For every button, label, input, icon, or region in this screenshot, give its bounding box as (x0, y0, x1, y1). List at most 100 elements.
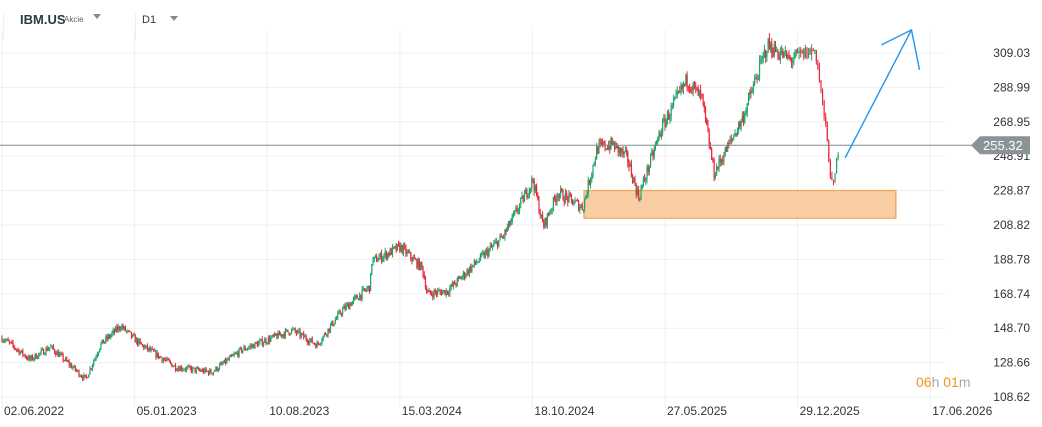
candle-body (93, 361, 95, 366)
candle-body (611, 138, 613, 145)
candle-body (466, 270, 468, 276)
candle-body (427, 291, 429, 293)
candle-body (2, 340, 4, 342)
instrument-type-label: Akcie (64, 15, 84, 24)
candle-body (767, 38, 769, 53)
candle-body (750, 92, 752, 94)
candle-body (343, 306, 345, 309)
candle-body (123, 326, 125, 329)
candle-body (49, 347, 51, 349)
candle-body (393, 246, 395, 248)
candle-body (188, 366, 190, 368)
candle-body (585, 196, 587, 200)
candle-body (612, 143, 614, 145)
candle-body (768, 38, 770, 49)
candle-body (468, 266, 471, 274)
candle-body (232, 355, 234, 357)
candle-body (803, 49, 805, 58)
candle-body (181, 366, 183, 371)
candle-body (609, 145, 611, 150)
candle-body (340, 313, 343, 315)
candle-body (183, 369, 185, 371)
candle-body (22, 350, 24, 355)
candle-body (691, 90, 693, 92)
candle-body (365, 290, 367, 292)
candle-body (143, 345, 145, 349)
symbol-dropdown-chevron-icon[interactable] (93, 14, 101, 19)
candle-body (820, 80, 822, 91)
candle-body (155, 350, 157, 358)
candle-body (259, 340, 261, 343)
timeframe-dropdown-chevron-icon[interactable] (170, 16, 178, 21)
candle-body (645, 179, 647, 181)
candle-body (360, 294, 362, 299)
candle-body (823, 100, 825, 118)
candle-body (809, 48, 811, 55)
candle-body (68, 361, 70, 366)
candle-body (437, 290, 439, 295)
candle-body (105, 336, 107, 342)
candle-body (417, 259, 419, 268)
candle-body (408, 252, 411, 254)
candle-body (776, 51, 778, 53)
candle-body (400, 245, 402, 252)
candle-body (605, 148, 607, 150)
timeframe-selector[interactable]: D1 (142, 14, 157, 26)
candle-body (161, 357, 163, 362)
candle-body (345, 304, 347, 310)
candle-body (531, 178, 533, 188)
candle-body (675, 93, 677, 98)
candle-body (67, 361, 69, 363)
candle-body (124, 326, 127, 332)
candle-body (31, 355, 34, 360)
candle-body (526, 189, 528, 198)
candle-body (635, 184, 637, 195)
candle-body (461, 276, 463, 280)
candle-body (47, 348, 50, 351)
candle-body (489, 246, 491, 250)
candle-body (75, 370, 78, 372)
candle-body (107, 335, 109, 340)
candle-body (286, 329, 288, 331)
candle-body (641, 185, 643, 189)
x-tick-label: 02.06.2022 (4, 404, 64, 418)
candle-body (754, 79, 756, 85)
candle-body (561, 189, 563, 191)
candle-body (166, 358, 168, 360)
candle-body (292, 328, 294, 330)
candle-body (13, 345, 15, 349)
candle-body (548, 213, 550, 215)
candle-body (715, 166, 718, 176)
candle-body (322, 336, 324, 341)
candle-body (660, 133, 662, 136)
candle-body (84, 374, 86, 376)
candle-body (163, 359, 166, 361)
candle-body (174, 365, 177, 371)
candle-body (650, 155, 652, 167)
candle-body (545, 218, 547, 226)
candle-body (352, 298, 355, 302)
candle-body (734, 133, 736, 137)
candle-body (773, 44, 775, 57)
candle-body (33, 358, 35, 360)
candle-body (688, 87, 691, 91)
candle-body (556, 196, 558, 202)
candle-body (355, 295, 357, 297)
candle-body (113, 329, 116, 333)
candle-body (653, 148, 655, 157)
symbol-label[interactable]: IBM.US (20, 12, 66, 27)
candle-body (5, 340, 7, 342)
candle-body (34, 353, 36, 359)
candle-body (419, 262, 422, 270)
candle-body (415, 258, 417, 260)
candle-body (700, 90, 702, 95)
candle-body (567, 196, 569, 203)
candle-body (135, 338, 138, 343)
candle-body (429, 290, 431, 294)
candle-body (176, 370, 178, 372)
candle-body (387, 253, 389, 259)
candle-body (391, 246, 394, 255)
candle-body (465, 275, 467, 278)
candle-body (205, 368, 207, 371)
